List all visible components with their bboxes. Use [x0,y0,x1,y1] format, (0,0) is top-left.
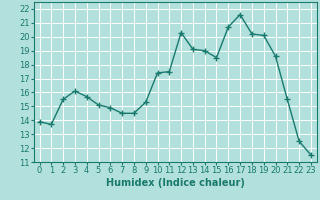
X-axis label: Humidex (Indice chaleur): Humidex (Indice chaleur) [106,178,244,188]
